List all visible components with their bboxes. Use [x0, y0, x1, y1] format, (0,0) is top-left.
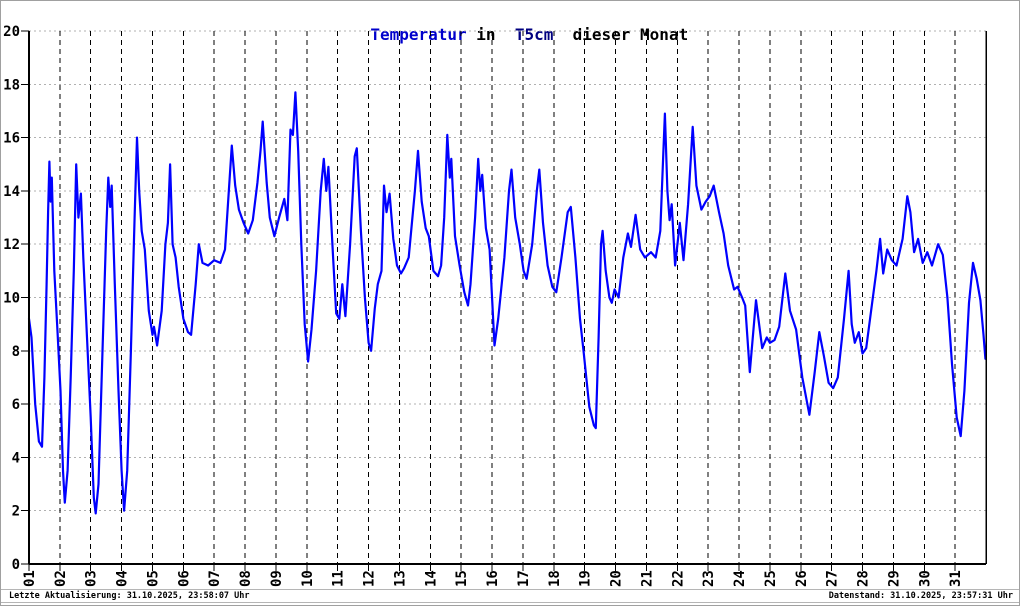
x-tick-label: 12	[362, 570, 378, 587]
y-tick-label: 20	[3, 24, 20, 40]
x-tick-label: 02	[53, 570, 69, 587]
title-part-month: dieser Monat	[553, 25, 689, 44]
y-tick-label: 10	[3, 291, 20, 307]
x-tick-label: 11	[331, 570, 347, 587]
last-update-text: Letzte Aktualisierung: 31.10.2025, 23:58…	[9, 591, 250, 601]
x-tick-label: 26	[794, 570, 810, 587]
y-tick-label: 12	[3, 237, 20, 253]
x-tick-label: 13	[392, 570, 408, 587]
y-tick-label: 14	[3, 184, 20, 200]
x-tick-label: 03	[84, 570, 100, 587]
x-tick-label: 20	[609, 570, 625, 587]
status-bar: Letzte Aktualisierung: 31.10.2025, 23:58…	[1, 589, 1019, 603]
y-tick-label: 8	[12, 344, 20, 360]
x-tick-label: 23	[701, 570, 717, 587]
x-tick-label: 28	[856, 570, 872, 587]
chart-title: Temperatur in T5cm dieser Monat	[1, 6, 1019, 63]
x-tick-label: 17	[516, 570, 532, 587]
x-tick-label: 19	[578, 570, 594, 587]
y-tick-label: 4	[12, 450, 20, 466]
x-tick-label: 08	[238, 570, 254, 587]
title-part-sensor: T5cm	[514, 25, 554, 44]
x-tick-label: 21	[639, 570, 655, 587]
x-tick-label: 15	[454, 570, 470, 587]
y-tick-label: 18	[3, 77, 20, 93]
y-tick-label: 16	[3, 131, 20, 147]
x-tick-label: 27	[825, 570, 841, 587]
x-tick-label: 31	[948, 570, 964, 587]
x-tick-label: 14	[423, 570, 439, 587]
x-tick-label: 29	[886, 570, 902, 587]
x-tick-label: 05	[145, 570, 161, 587]
x-tick-label: 30	[917, 570, 933, 587]
temperature-series-line	[27, 91, 987, 515]
x-tick-label: 01	[22, 570, 38, 587]
x-tick-label: 25	[763, 570, 779, 587]
x-tick-label: 04	[115, 570, 131, 587]
x-tick-label: 16	[485, 570, 501, 587]
x-tick-label: 10	[300, 570, 316, 587]
y-tick-label: 2	[12, 504, 20, 520]
y-tick-label: 6	[12, 397, 20, 413]
x-tick-label: 22	[670, 570, 686, 587]
title-part-temperatur: Temperatur	[370, 25, 467, 44]
x-tick-label: 09	[269, 570, 285, 587]
x-tick-label: 24	[732, 570, 748, 587]
y-tick-label: 0	[12, 557, 20, 573]
data-timestamp-text: Datenstand: 31.10.2025, 23:57:31 Uhr	[828, 591, 1013, 601]
title-part-in: in	[466, 25, 515, 44]
x-tick-label: 07	[207, 570, 223, 587]
x-tick-label: 06	[176, 570, 192, 587]
x-tick-label: 18	[547, 570, 563, 587]
